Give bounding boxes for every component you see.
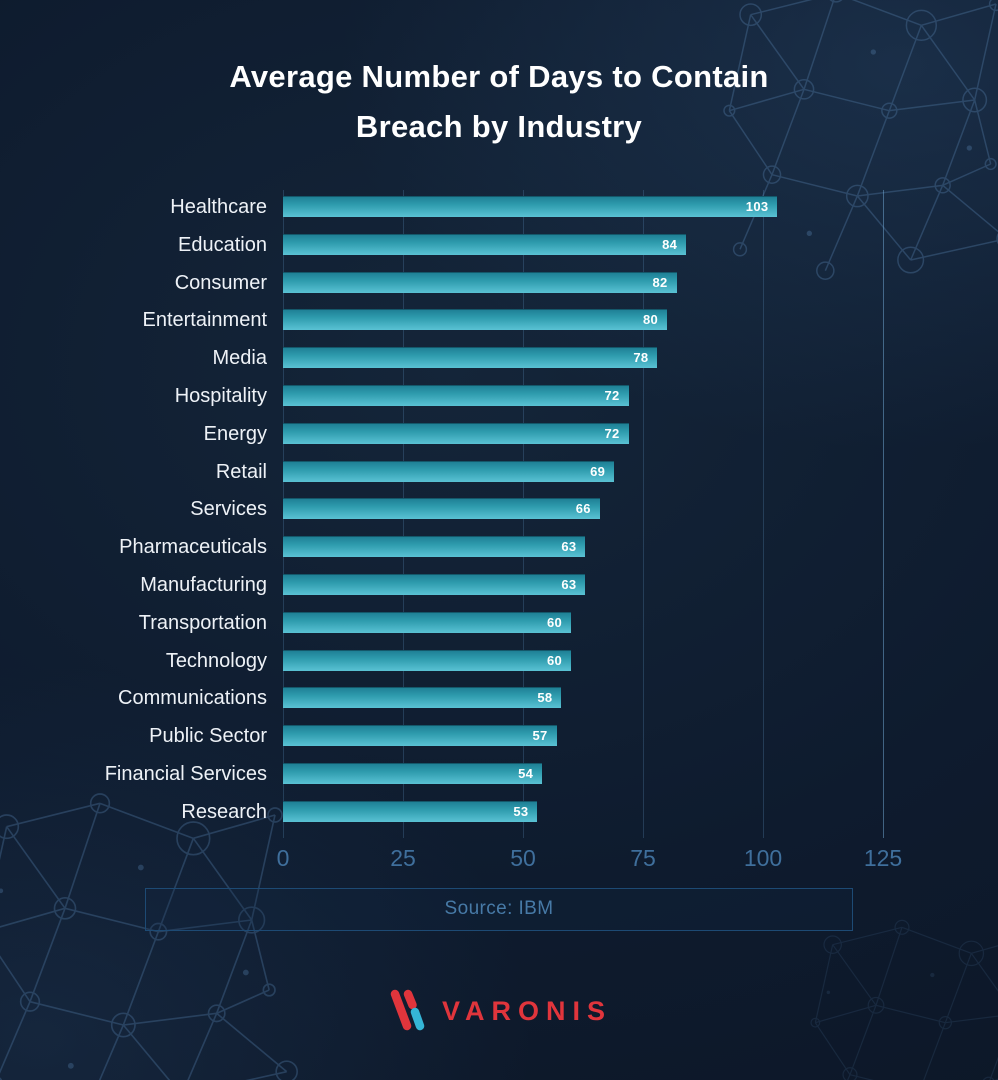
bar: 82 [283, 271, 677, 293]
bar: 80 [283, 309, 667, 331]
value-label: 80 [642, 312, 658, 328]
bar-row: Communications 58 [0, 679, 998, 717]
bar-row: Energy 72 [0, 415, 998, 453]
chart-title-line-1: Average Number of Days to Contain [229, 59, 769, 94]
bar-row: Manufacturing 63 [0, 566, 998, 604]
bar: 60 [283, 649, 571, 671]
value-label: 57 [532, 728, 548, 744]
bar-row: Consumer 82 [0, 264, 998, 302]
bar-row: Hospitality 72 [0, 377, 998, 415]
chart-title-line-2: Breach by Industry [355, 109, 643, 144]
value-label: 60 [546, 652, 562, 668]
bar-row: Entertainment 80 [0, 301, 998, 339]
gridline-75 [643, 190, 644, 838]
value-label: 66 [575, 501, 591, 517]
x-axis-tick-25: 25 [390, 845, 416, 871]
value-label: 84 [662, 236, 678, 252]
category-label: Healthcare [170, 196, 267, 218]
bar-row: Research 53 [0, 793, 998, 831]
x-axis-tick-100: 100 [743, 845, 783, 871]
bar-row: Pharmaceuticals 63 [0, 528, 998, 566]
chart-title: Average Number of Days to Contain Breach… [0, 52, 998, 152]
category-label: Services [190, 498, 267, 521]
bar-row: Services 66 [0, 490, 998, 528]
bar: 72 [283, 422, 629, 444]
bar-row: Media 78 [0, 339, 998, 377]
value-label: 72 [604, 388, 620, 403]
category-label: Entertainment [142, 309, 267, 332]
value-label: 72 [604, 425, 620, 441]
category-label: Manufacturing [140, 574, 267, 596]
bar-row: Transportation 60 [0, 604, 998, 642]
bar-row: Healthcare 103 [0, 188, 998, 226]
value-label: 69 [590, 463, 606, 479]
varonis-logo-mark-icon [390, 989, 425, 1031]
bar: 58 [283, 687, 562, 709]
value-label: 78 [633, 350, 649, 366]
varonis-wordmark: VARONIS [441, 996, 612, 1026]
bar: 63 [283, 536, 586, 558]
value-label: 103 [745, 199, 769, 214]
bar: 60 [283, 611, 571, 633]
bar-row: Public Sector 57 [0, 717, 998, 755]
bar: 78 [283, 347, 658, 369]
gridline-125 [883, 190, 884, 838]
bar: 53 [283, 800, 538, 822]
bar: 72 [283, 385, 629, 406]
bar-row: Technology 60 [0, 642, 998, 680]
source-label: Source: IBM [444, 898, 554, 919]
varonis-logo: VARONIS [0, 988, 998, 1034]
category-label: Consumer [174, 271, 267, 294]
bar: 103 [283, 196, 778, 217]
bar: 63 [283, 574, 586, 595]
category-label: Hospitality [174, 385, 267, 407]
bar-row: Financial Services 54 [0, 755, 998, 793]
x-axis-tick-0: 0 [276, 845, 290, 871]
category-label: Education [178, 233, 267, 256]
source-box: Source: IBM [145, 888, 853, 931]
gridline-100 [763, 190, 764, 838]
category-label: Technology [165, 649, 267, 672]
x-axis-tick-125: 125 [863, 845, 903, 871]
value-label: 63 [561, 577, 577, 592]
value-label: 82 [652, 274, 668, 290]
category-label: Energy [203, 422, 267, 445]
category-label: Retail [215, 460, 267, 483]
bar-row: Education 84 [0, 226, 998, 264]
value-label: 60 [546, 614, 562, 630]
value-label: 54 [518, 766, 534, 781]
value-label: 53 [513, 803, 529, 819]
x-axis-tick-50: 50 [510, 845, 536, 871]
value-label: 63 [561, 539, 577, 555]
bar: 84 [283, 233, 687, 255]
category-label: Public Sector [149, 725, 267, 748]
value-label: 58 [537, 690, 553, 706]
bar: 69 [283, 460, 615, 482]
bar: 66 [283, 498, 600, 520]
bar: 54 [283, 763, 543, 784]
bar: 57 [283, 725, 557, 747]
category-label: Communications [118, 687, 267, 710]
category-label: Transportation [138, 611, 267, 634]
x-axis-tick-75: 75 [630, 845, 656, 871]
category-label: Media [212, 347, 267, 370]
category-label: Research [181, 800, 267, 823]
bar-row: Retail 69 [0, 453, 998, 491]
category-label: Pharmaceuticals [119, 536, 267, 559]
category-label: Financial Services [104, 763, 267, 785]
